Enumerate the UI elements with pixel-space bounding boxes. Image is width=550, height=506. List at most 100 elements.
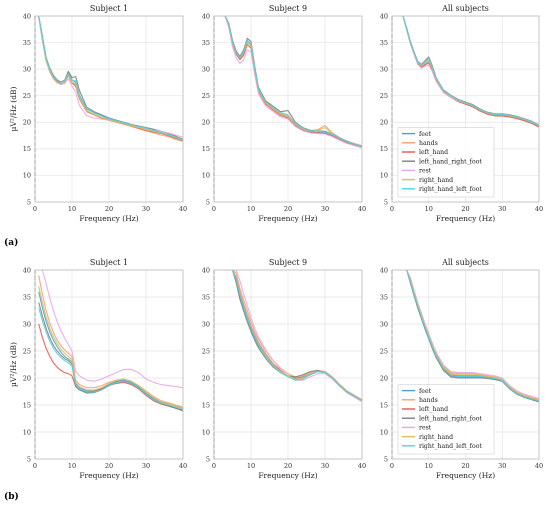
y-tick-label: 40 [23,12,31,20]
series-line-right_hand_left_foot [38,307,183,410]
y-tick-label: 5 [206,198,210,206]
x-tick-label: 10 [247,205,255,213]
chart-title: Subject 9 [269,4,307,13]
y-tick-label: 30 [380,320,388,328]
y-tick-label: 35 [202,39,210,47]
y-tick-label: 20 [380,119,388,127]
panel-letter-b: (b) [4,491,19,502]
legend-entry-hands: hands [419,397,438,404]
series-line-left_hand_right_foot [38,16,183,140]
y-tick-label: 5 [384,455,388,463]
y-tick-label: 25 [202,347,210,355]
y-tick-label: 25 [202,92,210,100]
y-tick-label: 40 [23,266,31,274]
series-line-rest [221,16,362,149]
series-line-rest [38,270,183,389]
x-axis-label: Frequency (Hz) [258,471,317,480]
x-tick-label: 0 [33,462,37,470]
y-tick-label: 10 [23,172,31,180]
x-tick-label: 30 [142,462,150,470]
y-tick-label: 15 [23,145,31,153]
series-line-right_hand_left_foot [399,16,539,126]
y-tick-label: 20 [202,374,210,382]
y-tick-label: 40 [202,12,210,20]
y-tick-label: 15 [202,145,210,153]
legend-entry-left_hand_right_foot: left_hand_right_foot [419,415,482,422]
x-tick-label: 10 [425,205,433,213]
x-tick-label: 10 [425,462,433,470]
legend-entry-right_hand: right_hand [419,177,453,184]
plot-frame [34,269,184,460]
y-tick-label: 35 [380,39,388,47]
x-tick-label: 30 [498,462,506,470]
y-tick-label: 30 [202,65,210,73]
y-tick-label: 25 [380,92,388,100]
x-axis-label: Frequency (Hz) [436,214,495,223]
series-line-feet [38,291,183,409]
plot-frame [34,15,184,203]
series-line-right_hand [38,286,183,409]
y-tick-label: 15 [380,401,388,409]
x-tick-label: 40 [358,462,366,470]
series-line-right_hand_left_foot [225,270,362,402]
series-line-rest [403,270,539,400]
x-tick-label: 20 [461,462,469,470]
panel-letter-a: (a) [4,237,18,248]
x-tick-label: 10 [247,462,255,470]
x-tick-label: 0 [212,205,216,213]
x-tick-label: 30 [498,205,506,213]
x-tick-label: 20 [284,205,292,213]
x-tick-label: 40 [179,462,187,470]
y-tick-label: 5 [384,198,388,206]
y-tick-label: 35 [23,293,31,301]
legend-entry-right_hand_left_foot: right_hand_left_foot [419,443,482,450]
y-tick-label: 30 [380,65,388,73]
y-tick-label: 15 [380,145,388,153]
series-group [403,270,539,403]
y-tick-label: 25 [23,347,31,355]
y-tick-label: 30 [202,320,210,328]
y-tick-label: 15 [23,401,31,409]
plot-frame [213,15,363,203]
y-tick-label: 15 [202,401,210,409]
y-tick-label: 10 [380,428,388,436]
x-tick-label: 30 [321,462,329,470]
y-tick-label: 10 [202,428,210,436]
x-axis-label: Frequency (Hz) [79,471,138,480]
y-tick-label: 10 [23,428,31,436]
series-group [399,16,539,128]
y-tick-label: 35 [23,39,31,47]
x-tick-label: 0 [390,205,394,213]
plot-frame [391,15,540,203]
y-tick-label: 20 [380,374,388,382]
x-tick-label: 0 [33,205,37,213]
legend-entry-right_hand: right_hand [419,434,453,441]
y-tick-label: 25 [380,347,388,355]
x-axis-label: Frequency (Hz) [79,214,138,223]
x-tick-label: 40 [535,462,543,470]
x-axis-label: Frequency (Hz) [436,471,495,480]
y-tick-label: 35 [380,293,388,301]
x-tick-label: 0 [390,462,394,470]
chart-panel-2: 0 10 20 30 40 5 10 15 20 25 30 35 40 Subject 9 Frequen… [202,4,366,223]
plot-frame [391,269,540,460]
y-tick-label: 40 [202,266,210,274]
chart-panel-3: 0 10 20 30 40 5 10 15 20 25 30 35 40 All subjects Freq… [380,4,543,223]
series-line-rest [225,270,362,403]
legend-entry-left_hand: left_hand [419,149,448,156]
x-tick-label: 40 [179,205,187,213]
x-tick-label: 10 [68,205,76,213]
x-tick-label: 20 [461,205,469,213]
y-tick-label: 30 [23,65,31,73]
y-axis-label: µV²/Hz (dB) [9,86,18,131]
chart-panel-6: 0 10 20 30 40 5 10 15 20 25 30 35 40 All subjects Freq… [380,258,543,480]
legend-entry-feet: feet [419,388,432,395]
series-group [38,16,183,142]
y-tick-label: 40 [380,266,388,274]
x-tick-label: 30 [321,205,329,213]
series-line-right_hand [38,16,183,141]
y-tick-label: 20 [202,119,210,127]
legend-entry-left_hand_right_foot: left_hand_right_foot [419,158,482,165]
legend-entry-rest: rest [419,425,432,432]
